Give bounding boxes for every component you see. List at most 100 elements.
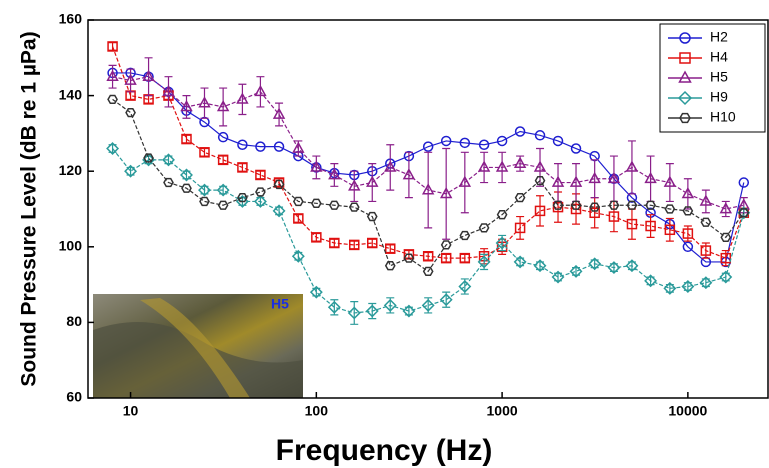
- data-point: [440, 135, 452, 147]
- error-bar: [590, 159, 599, 199]
- data-point: [348, 202, 360, 212]
- data-point: [253, 194, 267, 208]
- data-point: [495, 160, 509, 172]
- data-point: [608, 200, 620, 210]
- data-point: [570, 203, 582, 215]
- error-bar: [256, 170, 265, 180]
- data-point: [180, 99, 193, 112]
- inset-photo: H5: [93, 294, 303, 398]
- data-point: [311, 232, 322, 243]
- data-point: [569, 264, 583, 278]
- data-point: [738, 208, 750, 218]
- data-point: [198, 96, 211, 108]
- data-point: [533, 259, 547, 273]
- data-point: [181, 133, 192, 145]
- data-point: [534, 176, 546, 186]
- legend-label: H9: [710, 89, 728, 105]
- data-point: [588, 257, 602, 271]
- data-point: [496, 135, 508, 147]
- data-point: [439, 293, 453, 307]
- data-point: [681, 280, 695, 293]
- data-point: [682, 206, 694, 216]
- error-bar: [312, 155, 321, 180]
- data-point: [309, 285, 323, 299]
- data-point: [699, 194, 713, 206]
- legend-marker: [678, 70, 692, 83]
- series-line: [112, 76, 744, 210]
- data-point: [217, 154, 229, 166]
- data-point: [458, 175, 472, 187]
- x-tick-label: 1000: [487, 403, 518, 419]
- data-point: [367, 237, 378, 249]
- y-tick-label: 60: [66, 389, 82, 405]
- data-point: [422, 251, 434, 262]
- y-tick-label: 120: [59, 162, 83, 178]
- data-point: [199, 147, 210, 158]
- data-point: [181, 183, 192, 193]
- legend-label: H4: [710, 49, 728, 65]
- data-point: [143, 153, 154, 163]
- data-point: [682, 241, 694, 253]
- data-point: [142, 69, 155, 82]
- data-point: [664, 204, 676, 214]
- data-point: [607, 261, 621, 275]
- data-point: [720, 232, 732, 242]
- data-point: [645, 200, 656, 210]
- data-point: [588, 171, 601, 184]
- data-point: [385, 243, 396, 254]
- data-point: [644, 171, 657, 184]
- data-point: [327, 300, 341, 314]
- data-point: [292, 141, 305, 153]
- plot-frame: [87, 19, 769, 399]
- data-point: [459, 137, 471, 149]
- data-point: [552, 135, 564, 147]
- data-point: [569, 175, 583, 187]
- data-point: [699, 276, 713, 290]
- data-point: [273, 141, 285, 152]
- data-point: [533, 160, 547, 172]
- data-point: [273, 179, 285, 190]
- data-point: [570, 143, 582, 154]
- data-point: [422, 266, 434, 277]
- legend-marker: [679, 52, 691, 64]
- data-point: [700, 217, 712, 227]
- legend-label: H5: [710, 69, 728, 85]
- series-line: [112, 98, 745, 273]
- data-point: [255, 169, 266, 181]
- data-point: [570, 200, 582, 210]
- data-point: [608, 211, 620, 222]
- data-point: [217, 200, 229, 210]
- data-point: [645, 220, 656, 232]
- data-point: [514, 193, 526, 203]
- data-point: [719, 202, 733, 214]
- data-point: [348, 179, 361, 191]
- data-point: [217, 131, 229, 143]
- data-point: [458, 280, 472, 293]
- data-point: [478, 223, 490, 233]
- error-bar: [238, 83, 247, 116]
- data-point: [459, 230, 471, 241]
- data-point: [421, 183, 435, 195]
- series: [107, 94, 750, 277]
- y-axis-label: Sound Pressure Level (dB re 1 µPa): [18, 31, 41, 386]
- data-point: [439, 186, 453, 199]
- legend-label: H10: [710, 109, 736, 125]
- data-point: [384, 261, 396, 271]
- series: [107, 41, 750, 267]
- data-point: [272, 107, 286, 119]
- data-point: [551, 270, 565, 284]
- data-point: [589, 202, 601, 212]
- data-point: [216, 99, 230, 112]
- data-point: [310, 198, 322, 208]
- data-point: [402, 304, 416, 318]
- data-point: [106, 69, 119, 82]
- data-point: [328, 200, 340, 210]
- data-point: [349, 239, 360, 251]
- inset-label: H5: [271, 296, 289, 312]
- data-point: [514, 126, 526, 137]
- data-point: [513, 156, 527, 168]
- data-point: [255, 187, 266, 197]
- data-point: [440, 240, 452, 250]
- error-bar: [386, 244, 395, 254]
- y-tick-label: 80: [66, 313, 82, 329]
